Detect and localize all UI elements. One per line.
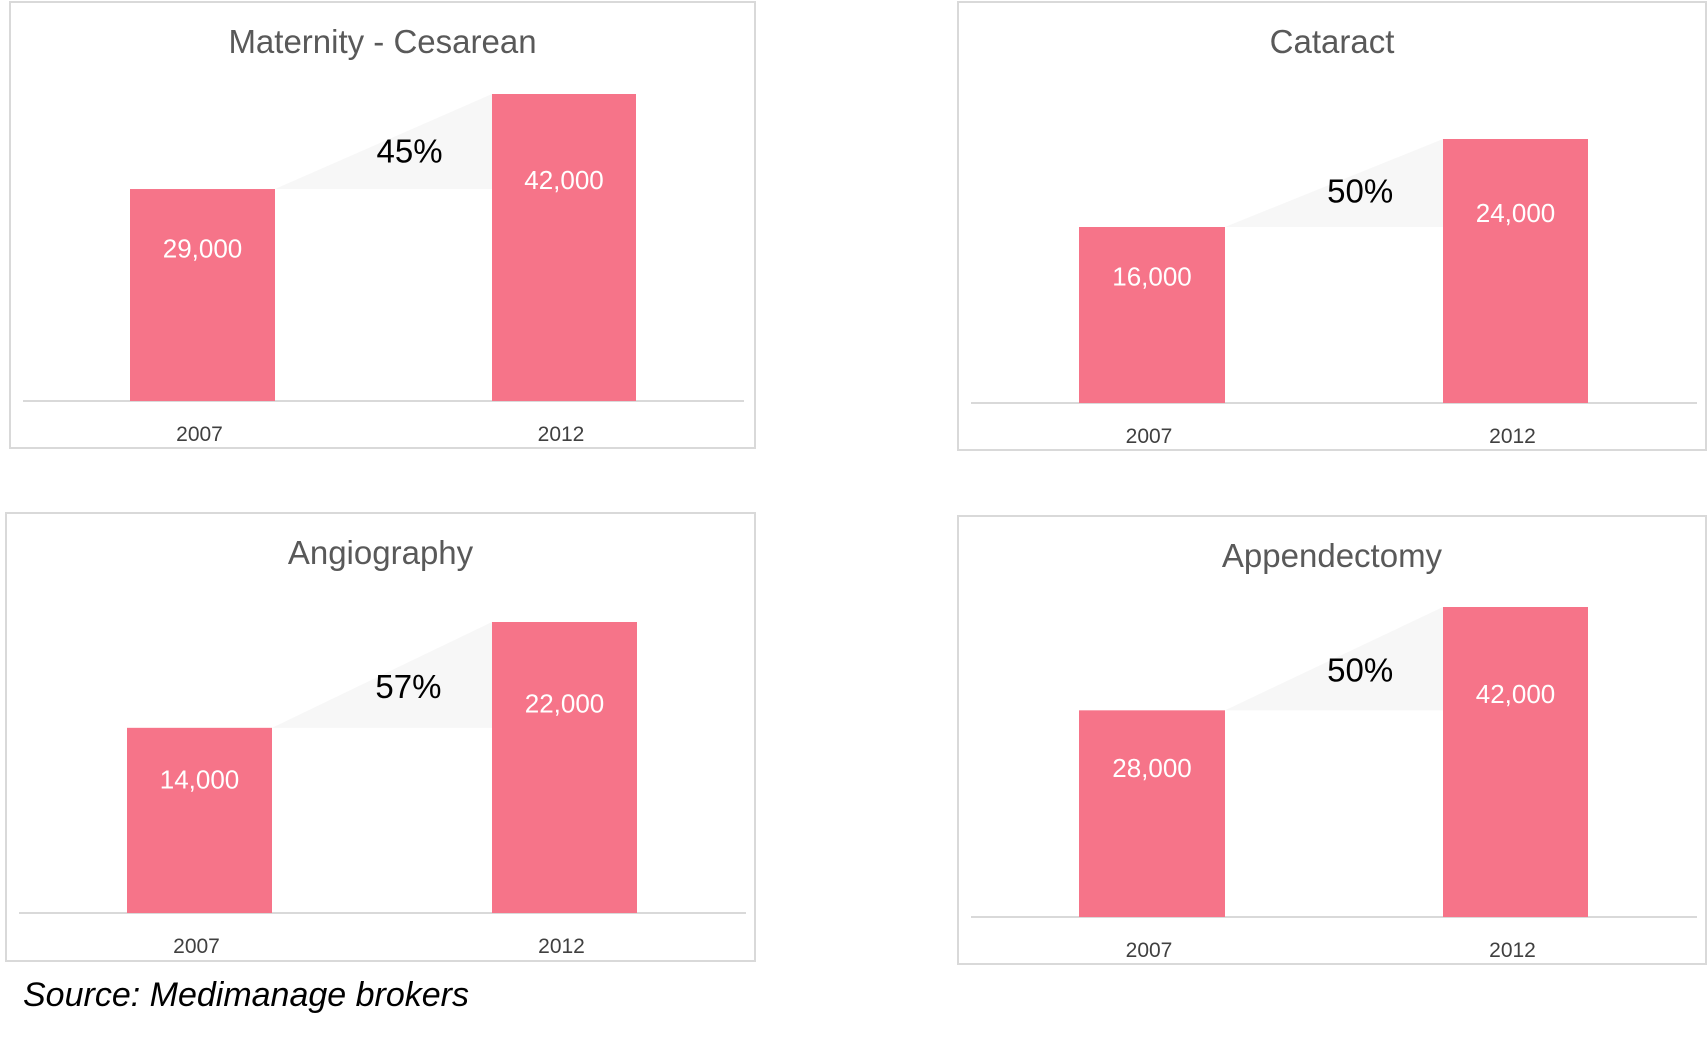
- chart-svg: Maternity - Cesarean 29,000 2007 42,000 2012…: [23, 23, 744, 446]
- bar-2012: [1443, 139, 1588, 403]
- growth-percent-label: 50%: [1327, 172, 1393, 209]
- chart-panel-cataract: Cataract 16,000 2007 24,000 2012 50%: [957, 1, 1707, 451]
- x-tick-label: 2012: [538, 935, 585, 958]
- bar-value-label: 24,000: [1476, 198, 1556, 228]
- x-tick-label: 2012: [1489, 425, 1536, 448]
- chart-panel-maternity-cesarean: Maternity - Cesarean 29,000 2007 42,000 2012…: [9, 1, 756, 449]
- chart-title: Cataract: [1270, 23, 1395, 60]
- chart-svg: Angiography 14,000 2007 22,000 2012 57%: [19, 534, 746, 958]
- bar-2007: [130, 189, 275, 401]
- bar-value-label: 14,000: [160, 765, 240, 795]
- source-note: Source: Medimanage brokers: [23, 976, 470, 1014]
- chart-title: Maternity - Cesarean: [228, 23, 536, 60]
- chart-panel-angiography: Angiography 14,000 2007 22,000 2012 57%: [5, 512, 756, 962]
- bar-value-label: 22,000: [525, 688, 605, 718]
- growth-wedge: [275, 94, 492, 190]
- chart-svg: Appendectomy 28,000 2007 42,000 2012 50%: [971, 537, 1697, 962]
- x-tick-label: 2007: [173, 935, 220, 958]
- bar-2012: [1443, 607, 1588, 917]
- chart-svg: Cataract 16,000 2007 24,000 2012 50%: [971, 23, 1697, 448]
- x-tick-label: 2007: [1126, 939, 1173, 962]
- x-tick-label: 2012: [538, 423, 585, 446]
- chart-title: Appendectomy: [1222, 537, 1443, 574]
- bar-value-label: 28,000: [1112, 753, 1192, 783]
- growth-percent-label: 50%: [1327, 651, 1393, 688]
- bar-value-label: 42,000: [524, 165, 604, 195]
- bar-2012: [492, 94, 636, 401]
- x-tick-label: 2007: [1126, 425, 1173, 448]
- growth-percent-label: 57%: [375, 668, 441, 705]
- x-tick-label: 2012: [1489, 939, 1536, 962]
- bar-2012: [492, 622, 637, 913]
- growth-percent-label: 45%: [377, 132, 443, 169]
- bar-2007: [1079, 227, 1225, 403]
- chart-panel-appendectomy: Appendectomy 28,000 2007 42,000 2012 50%: [957, 515, 1707, 965]
- bar-value-label: 29,000: [163, 233, 243, 263]
- x-tick-label: 2007: [176, 423, 223, 446]
- bar-value-label: 16,000: [1112, 261, 1192, 291]
- bar-2007: [1079, 710, 1225, 917]
- chart-title: Angiography: [288, 534, 474, 571]
- bar-value-label: 42,000: [1476, 679, 1556, 709]
- growth-wedge: [1225, 139, 1443, 227]
- bar-2007: [127, 727, 272, 913]
